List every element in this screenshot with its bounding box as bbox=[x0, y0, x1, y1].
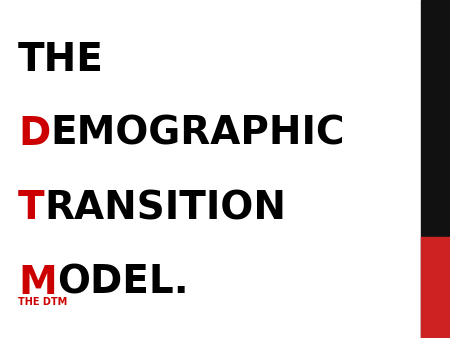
Text: EMOGRAPHIC: EMOGRAPHIC bbox=[50, 115, 345, 153]
Text: D: D bbox=[18, 115, 50, 153]
Text: THE DTM: THE DTM bbox=[18, 297, 67, 308]
Text: T: T bbox=[18, 189, 45, 227]
Text: RANSITION: RANSITION bbox=[45, 189, 287, 227]
Text: M: M bbox=[18, 264, 57, 301]
Text: ODEL.: ODEL. bbox=[57, 264, 189, 301]
Text: THE: THE bbox=[18, 41, 104, 78]
